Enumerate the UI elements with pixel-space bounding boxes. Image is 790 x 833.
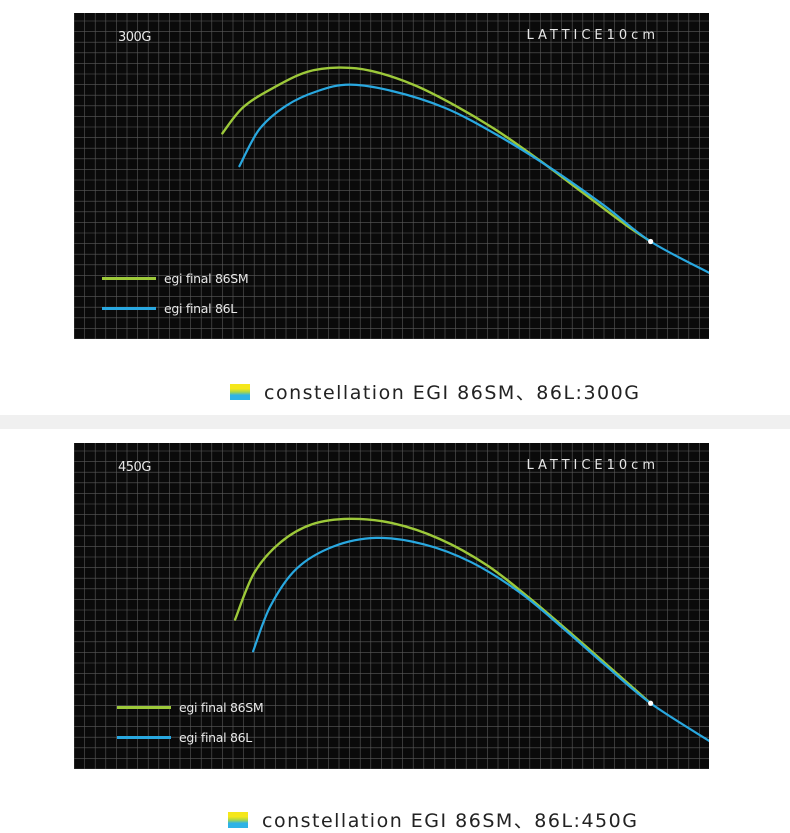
legend-label: egi final 86SM — [179, 699, 264, 715]
legend-item-86l: egi final 86L — [102, 300, 237, 316]
legend-label: egi final 86SM — [164, 270, 249, 286]
tip-marker — [648, 700, 654, 706]
legend-swatch — [102, 276, 156, 280]
lattice-note: LATTICE10cm — [526, 458, 659, 473]
chart-title: 300G — [118, 30, 151, 45]
legend-swatch — [117, 705, 171, 709]
series-line-86sm — [233, 517, 652, 705]
series-line-86l — [252, 536, 709, 743]
gradient-square-icon — [230, 383, 250, 400]
series-line-86sm — [221, 66, 652, 243]
gradient-square-icon — [228, 811, 248, 828]
chart-title: 450G — [118, 460, 151, 475]
chart-caption: constellation EGI 86SM、86L:300G — [230, 378, 640, 405]
legend-swatch — [102, 306, 156, 310]
legend-label: egi final 86L — [179, 729, 252, 745]
chart-svg — [74, 443, 709, 769]
chart-caption: constellation EGI 86SM、86L:450G — [228, 806, 638, 833]
grid-lines — [74, 13, 709, 339]
caption-text: constellation EGI 86SM、86L:450G — [262, 810, 639, 832]
legend-item-86l: egi final 86L — [117, 729, 252, 745]
chart-panel-300g: 300G LATTICE10cm egi final 86SM egi fina… — [74, 13, 709, 339]
separator-band — [0, 415, 790, 429]
tip-marker — [648, 238, 654, 245]
series-line-86l — [238, 83, 709, 275]
chart-svg — [74, 13, 709, 339]
caption-text: constellation EGI 86SM、86L:300G — [264, 382, 641, 404]
legend-item-86sm: egi final 86SM — [117, 699, 264, 715]
chart-panel-450g: 450G LATTICE10cm egi final 86SM egi fina… — [74, 443, 709, 769]
legend-label: egi final 86L — [164, 300, 237, 316]
grid-lines — [74, 443, 709, 769]
lattice-note: LATTICE10cm — [526, 28, 659, 43]
legend-item-86sm: egi final 86SM — [102, 270, 249, 286]
legend-swatch — [117, 735, 171, 739]
